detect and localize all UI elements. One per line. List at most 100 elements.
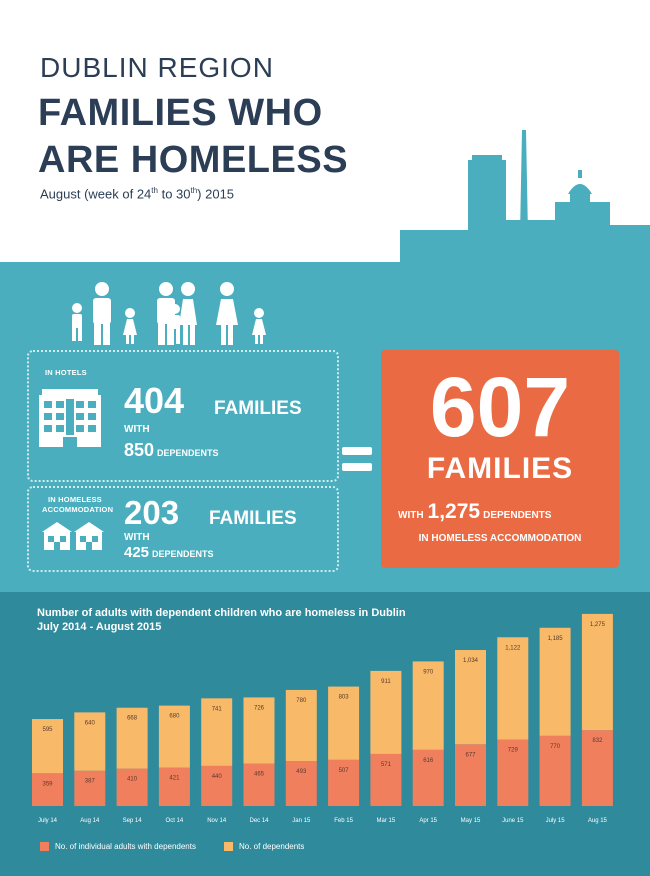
bar-adults-apr-15	[412, 749, 444, 806]
subtitle-sup-2: th	[190, 186, 198, 195]
dublin-skyline-icon	[400, 130, 650, 265]
chart-title: Number of adults with dependent children…	[37, 606, 406, 634]
x-tick-dec-14: Dec 14	[249, 818, 269, 824]
total-families-count: 607	[429, 360, 571, 454]
bar-adults-aug-14	[74, 770, 106, 806]
homeless-accommodation-label: IN HOMELESS ACCOMMODATION	[42, 495, 113, 515]
total-with: WITH	[398, 510, 424, 521]
label-adults-aug-15: 832	[592, 738, 603, 744]
bar-dependents-mar-15	[370, 670, 402, 754]
label-adults-mar-15: 571	[381, 762, 392, 768]
total-dependents: WITH 1,275 DEPENDENTS	[398, 500, 551, 524]
homeless-dependents-word: DEPENDENTS	[152, 549, 214, 559]
chart-subtitle-line: July 2014 - August 2015	[37, 621, 162, 633]
x-tick-june-15: June 15	[502, 818, 524, 824]
x-tick-nov-14: Nov 14	[207, 818, 227, 824]
homeless-label-line-2: ACCOMMODATION	[42, 505, 114, 514]
title-line-2: ARE HOMELESS	[38, 139, 349, 181]
total-dependents-word: DEPENDENTS	[483, 510, 552, 521]
hotels-dependents-word: DEPENDENTS	[157, 448, 219, 458]
homeless-families-count: 203	[124, 494, 180, 531]
label-adults-feb-15: 507	[339, 768, 350, 774]
date-subtitle: August (week of 24th to 30th) 2015	[40, 186, 234, 201]
x-tick-sep-14: Sep 14	[123, 818, 143, 824]
bar-dependents-oct-14	[158, 705, 190, 768]
bar-adults-sep-14	[116, 768, 148, 806]
page-title: FAMILIES WHO ARE HOMELESS	[38, 90, 348, 184]
bar-adults-feb-15	[328, 759, 360, 806]
label-dependents-jan-15: 780	[296, 698, 307, 704]
label-adults-apr-15: 616	[423, 758, 434, 764]
x-tick-aug-15: Aug 15	[588, 818, 608, 824]
hotel-building-icon	[39, 389, 101, 447]
hotels-label: IN HOTELS	[45, 368, 87, 377]
label-dependents-mar-15: 911	[381, 679, 391, 685]
label-dependents-apr-15: 970	[423, 669, 434, 675]
region-heading: DUBLIN REGION	[40, 52, 274, 83]
x-tick-may-15: May 15	[461, 818, 481, 824]
bar-dependents-july-15	[539, 627, 571, 736]
bar-dependents-sep-14	[116, 707, 148, 769]
label-dependents-aug-15: 1,275	[590, 622, 606, 628]
bar-adults-mar-15	[370, 753, 402, 806]
hotels-families-count: 404	[124, 380, 185, 421]
x-tick-oct-14: Oct 14	[166, 818, 184, 824]
label-adults-july-14: 359	[42, 781, 53, 787]
hotels-families-word: FAMILIES	[214, 398, 302, 419]
subtitle-mid: to 30	[157, 186, 191, 202]
label-adults-may-15: 677	[465, 752, 476, 758]
bar-adults-july-14	[32, 773, 63, 806]
equals-sign	[342, 447, 372, 479]
total-box	[381, 350, 619, 568]
legend-swatch-adults	[40, 842, 49, 852]
label-dependents-july-15: 1,185	[548, 636, 564, 642]
x-tick-feb-15: Feb 15	[334, 818, 353, 824]
bar-adults-june-15	[497, 739, 529, 806]
x-tick-mar-15: Mar 15	[377, 818, 396, 824]
total-families-word: FAMILIES	[426, 452, 574, 485]
homeless-label-line-1: IN HOMELESS	[48, 495, 102, 504]
subtitle-pre: August (week of 24	[40, 186, 152, 202]
bar-adults-nov-14	[201, 765, 233, 806]
label-adults-oct-14: 421	[169, 776, 180, 782]
bar-dependents-dec-14	[243, 697, 275, 764]
bar-dependents-aug-14	[74, 712, 106, 771]
chart-title-line: Number of adults with dependent children…	[37, 607, 406, 619]
label-adults-aug-14: 387	[85, 779, 96, 785]
bar-adults-dec-14	[243, 763, 275, 806]
x-tick-july-14: July 14	[38, 818, 58, 824]
total-dependents-count: 1,275	[427, 500, 481, 523]
bar-dependents-feb-15	[328, 686, 360, 760]
homeless-accommodation-box	[27, 486, 339, 572]
homeless-dependents: 425 DEPENDENTS	[124, 544, 214, 562]
x-tick-jan-15: Jan 15	[292, 818, 311, 824]
label-dependents-sep-14: 668	[127, 716, 138, 722]
homeless-with: WITH	[124, 532, 150, 543]
legend-label-adults: No. of individual adults with dependents	[55, 842, 196, 851]
label-dependents-feb-15: 803	[339, 695, 350, 701]
label-adults-sep-14: 410	[127, 777, 138, 783]
hotels-box	[27, 350, 339, 482]
label-dependents-dec-14: 726	[254, 705, 265, 711]
bar-adults-aug-15	[581, 730, 613, 806]
label-dependents-may-15: 1,034	[463, 658, 479, 664]
label-dependents-nov-14: 741	[212, 706, 223, 712]
bar-dependents-nov-14	[201, 698, 233, 766]
x-tick-aug-14: Aug 14	[80, 818, 100, 824]
bar-dependents-aug-15	[581, 613, 613, 731]
legend-swatch-dependents	[224, 842, 233, 852]
bar-adults-jan-15	[285, 761, 317, 806]
bar-dependents-july-14	[32, 719, 63, 774]
label-dependents-aug-14: 640	[85, 720, 96, 726]
x-tick-july-15: July 15	[546, 818, 566, 824]
family-icon	[72, 282, 266, 345]
x-tick-apr-15: Apr 15	[419, 818, 437, 824]
legend-item-adults: No. of individual adults with dependents	[40, 842, 196, 852]
bar-adults-july-15	[539, 735, 571, 806]
label-dependents-oct-14: 680	[169, 714, 180, 720]
total-footer: IN HOMELESS ACCOMMODATION	[418, 533, 582, 544]
label-dependents-june-15: 1,122	[505, 645, 521, 651]
legend-label-dependents: No. of dependents	[239, 842, 305, 851]
label-adults-july-15: 770	[550, 744, 561, 750]
houses-icon	[42, 522, 104, 550]
